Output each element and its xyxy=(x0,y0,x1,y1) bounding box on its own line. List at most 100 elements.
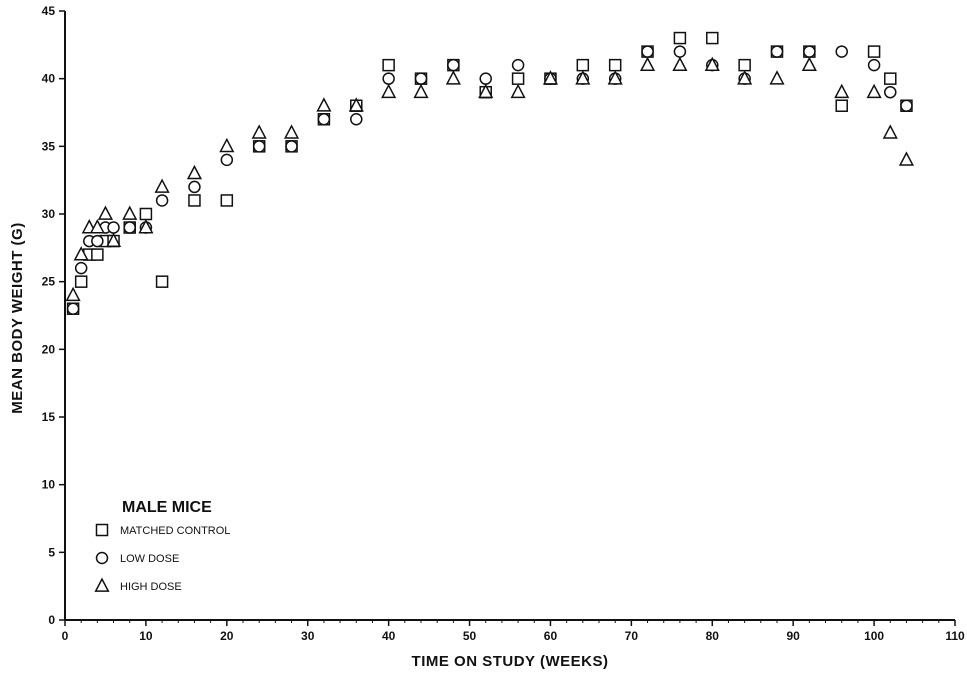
x-tick-label: 90 xyxy=(787,629,801,643)
data-point-triangle xyxy=(97,205,114,220)
data-point-triangle xyxy=(445,70,461,85)
data-point-triangle xyxy=(639,56,656,72)
y-tick-label: 5 xyxy=(48,545,55,559)
data-point-square xyxy=(74,275,88,288)
data-point-square xyxy=(576,58,590,72)
data-point-square xyxy=(91,248,104,261)
y-tick-label: 35 xyxy=(42,139,56,153)
y-tick-label: 15 xyxy=(42,410,56,424)
x-tick-label: 0 xyxy=(62,629,69,643)
data-point-triangle xyxy=(898,151,915,166)
axes: 0 10 20 30 40 50 60 70 80 90 100 110 0 5 10 15 20 25 30 35 4… xyxy=(42,4,965,643)
data-point-triangle xyxy=(672,56,688,72)
data-point-triangle xyxy=(607,70,623,85)
x-tick-label: 110 xyxy=(945,629,965,643)
data-marks xyxy=(65,31,915,315)
data-point-triangle xyxy=(381,83,397,99)
data-point-circle xyxy=(673,45,687,58)
y-tick-label: 10 xyxy=(42,478,56,492)
data-point-circle xyxy=(511,58,525,72)
data-point-triangle xyxy=(413,83,429,99)
data-point-circle xyxy=(479,72,492,85)
data-point-square xyxy=(188,194,201,207)
data-point-triangle xyxy=(219,137,235,153)
x-tick-label: 80 xyxy=(706,629,720,643)
data-point-circle xyxy=(317,113,331,126)
data-point-circle xyxy=(123,221,136,234)
x-tick-label: 100 xyxy=(864,629,884,643)
x-tick-label: 50 xyxy=(463,629,477,643)
data-point-circle xyxy=(382,72,395,85)
data-point-circle xyxy=(867,58,881,72)
data-point-triangle xyxy=(186,164,203,180)
data-point-circle xyxy=(252,140,266,153)
series-triangle xyxy=(65,56,915,302)
legend-label: MATCHED CONTROL xyxy=(120,525,230,537)
x-tick-label: 70 xyxy=(625,629,639,643)
data-point-circle xyxy=(770,45,784,58)
data-point-square xyxy=(511,72,525,85)
data-point-circle xyxy=(66,302,80,315)
y-tick-label: 25 xyxy=(42,275,56,289)
legend-marker-triangle xyxy=(94,577,110,592)
y-tick-label: 45 xyxy=(42,4,56,18)
legend-marker-square xyxy=(95,523,109,537)
x-tick-label: 20 xyxy=(220,629,234,643)
x-tick-label: 30 xyxy=(301,629,315,643)
y-tick-label: 30 xyxy=(42,207,56,221)
x-axis-title: TIME ON STUDY (WEEKS) xyxy=(412,653,609,670)
data-point-square xyxy=(835,99,848,112)
data-point-triangle xyxy=(737,70,753,85)
legend-label: HIGH DOSE xyxy=(120,581,182,593)
data-point-square xyxy=(608,58,622,72)
data-point-triangle xyxy=(348,97,364,112)
data-point-square xyxy=(884,72,897,85)
x-tick-label: 40 xyxy=(382,629,396,643)
data-point-circle xyxy=(91,234,104,248)
data-point-triangle xyxy=(105,232,122,247)
data-point-triangle xyxy=(65,286,81,302)
data-point-triangle xyxy=(478,83,494,99)
y-axis-title: MEAN BODY WEIGHT (G) xyxy=(9,222,26,413)
data-point-circle xyxy=(285,140,298,153)
data-point-triangle xyxy=(122,205,138,220)
legend-title: MALE MICE xyxy=(122,499,212,516)
series-circle xyxy=(66,45,913,315)
y-tick-label: 20 xyxy=(42,342,56,356)
data-point-triangle xyxy=(882,124,898,139)
data-point-triangle xyxy=(704,56,720,72)
data-point-circle xyxy=(835,45,848,58)
data-point-circle xyxy=(350,113,363,126)
data-point-triangle xyxy=(73,246,89,261)
data-point-circle xyxy=(414,72,428,85)
legend-marker-circle xyxy=(95,551,109,565)
data-point-circle xyxy=(803,45,816,58)
data-point-square xyxy=(382,58,395,72)
data-point-square xyxy=(139,207,153,221)
legend-label: LOW DOSE xyxy=(120,553,179,565)
data-point-square xyxy=(738,58,751,72)
data-point-square xyxy=(220,194,234,207)
y-tick-label: 0 xyxy=(48,613,55,627)
data-point-circle xyxy=(900,99,913,112)
data-point-circle xyxy=(641,45,654,58)
data-point-triangle xyxy=(834,83,850,99)
data-point-circle xyxy=(107,221,120,234)
data-point-triangle xyxy=(251,124,267,139)
data-point-square xyxy=(155,275,169,288)
data-point-triangle xyxy=(801,56,817,72)
data-point-triangle xyxy=(154,178,170,193)
data-point-triangle xyxy=(542,70,559,85)
data-point-triangle xyxy=(89,219,105,234)
x-tick-label: 60 xyxy=(544,629,558,643)
data-point-triangle xyxy=(866,83,882,99)
data-point-triangle xyxy=(138,219,154,234)
data-point-triangle xyxy=(575,70,591,85)
data-point-circle xyxy=(447,58,460,72)
data-point-circle xyxy=(155,194,169,207)
data-point-circle xyxy=(74,261,88,275)
data-point-circle xyxy=(884,85,897,99)
data-point-triangle xyxy=(769,70,785,85)
x-tick-label: 10 xyxy=(139,629,153,643)
